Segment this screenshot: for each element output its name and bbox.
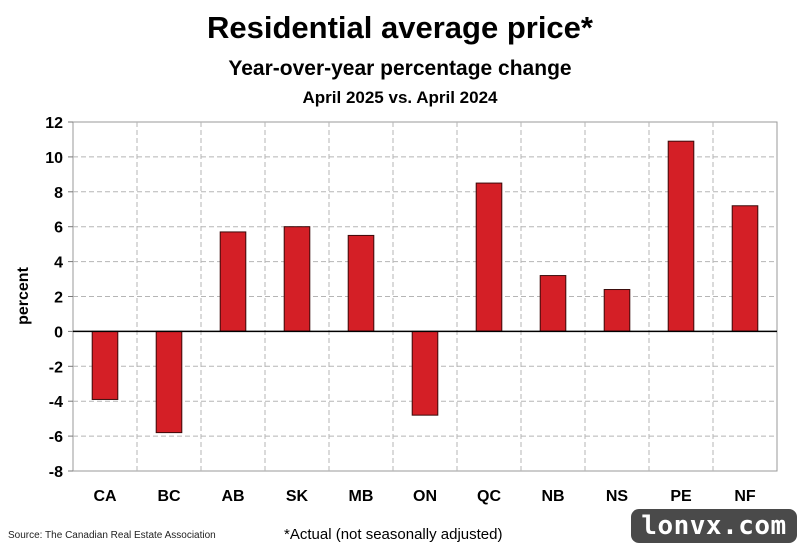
chart-period: April 2025 vs. April 2024 [302,88,498,107]
x-tick-label: SK [286,488,309,505]
bar-qc [475,182,503,332]
y-tick-label: -2 [49,359,63,376]
bar-sk [283,226,311,332]
bar-ns [603,289,631,332]
chart-title: Residential average price* [207,10,593,45]
y-tick-label: -4 [49,394,63,411]
x-tick-label: NB [541,488,564,505]
y-tick-label: 4 [54,255,63,272]
footnote: *Actual (not seasonally adjusted) [284,526,503,543]
y-tick-label: 0 [54,324,63,341]
y-tick-label: -6 [49,429,63,446]
chart-subtitle: Year-over-year percentage change [228,57,572,80]
bar-on [411,330,439,416]
x-tick-label: NF [734,488,756,505]
bar-pe [667,140,695,332]
x-tick-label: MB [349,488,374,505]
axis-layer: 12 10 8 6 4 2 0 -2 -4 -6 -8 CA BC AB SK MB ON QC NB NS PE NF [45,115,777,505]
y-axis-label: percent [15,266,32,324]
y-tick-label: 8 [54,185,63,202]
x-tick-label: CA [93,488,117,505]
y-tick-label: 6 [54,220,63,237]
y-tick-label: -8 [49,464,63,481]
x-tick-label: QC [477,488,501,505]
x-tick-label: BC [157,488,181,505]
bar-ca [91,330,119,400]
x-tick-label: ON [413,488,437,505]
watermark-logo: lonvx.com [631,509,797,543]
x-tick-label: NS [606,488,629,505]
x-tick-label: AB [221,488,244,505]
source-note: Source: The Canadian Real Estate Associa… [8,530,216,541]
bar-mb [347,234,375,332]
x-tick-label: PE [670,488,692,505]
bar-nf [731,205,759,332]
y-tick-label: 12 [45,115,63,132]
bar-nb [539,275,567,332]
y-tick-label: 10 [45,150,63,167]
bar-layer [91,140,759,434]
bar-bc [155,330,183,434]
bar-ab [219,231,247,332]
y-tick-label: 2 [54,290,63,307]
